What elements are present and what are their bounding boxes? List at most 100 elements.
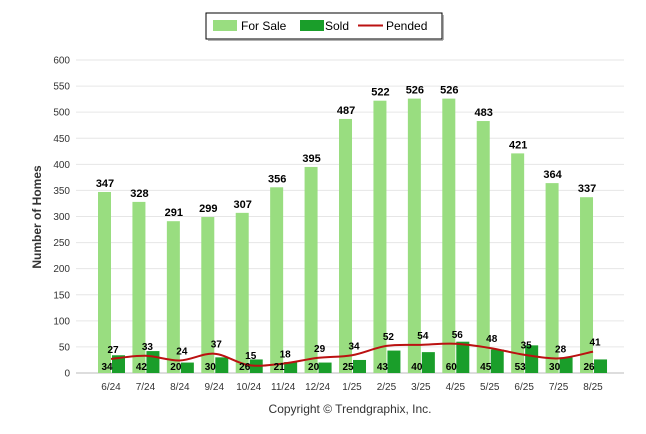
label-for-sale: 356 xyxy=(268,173,286,185)
x-tick-label: 8/25 xyxy=(583,382,603,393)
bar-sold xyxy=(387,350,401,373)
bars xyxy=(98,98,608,373)
bar-for-sale xyxy=(511,153,525,373)
bar-for-sale xyxy=(166,221,180,373)
label-for-sale: 328 xyxy=(130,188,148,200)
x-tick-label: 7/24 xyxy=(136,382,156,393)
bar-for-sale xyxy=(132,201,146,373)
label-for-sale: 395 xyxy=(302,153,320,165)
label-for-sale: 522 xyxy=(371,87,389,99)
label-sold: 26 xyxy=(583,362,595,373)
label-pended: 56 xyxy=(452,330,464,341)
y-tick-label: 400 xyxy=(53,160,70,171)
bar-for-sale xyxy=(373,100,387,373)
label-pended: 18 xyxy=(280,350,292,361)
x-tick-label: 7/25 xyxy=(549,382,569,393)
y-tick-label: 600 xyxy=(53,56,70,67)
bar-for-sale xyxy=(339,118,353,373)
legend-label-sold: Sold xyxy=(325,19,349,33)
y-tick-label: 500 xyxy=(53,108,70,119)
x-tick-label: 10/24 xyxy=(236,382,261,393)
copyright-footer: Copyright © Trendgraphix, Inc. xyxy=(269,402,432,416)
label-for-sale: 364 xyxy=(543,169,562,181)
x-tick-label: 3/25 xyxy=(411,382,431,393)
label-for-sale: 291 xyxy=(165,207,183,219)
x-tick-label: 5/25 xyxy=(480,382,500,393)
pended-line xyxy=(110,342,594,367)
legend-swatch-for-sale xyxy=(213,20,237,31)
x-tick-label: 8/24 xyxy=(170,382,190,393)
label-sold: 40 xyxy=(411,362,423,373)
y-tick-label: 50 xyxy=(59,342,71,353)
label-sold: 20 xyxy=(308,362,320,373)
label-pended: 27 xyxy=(107,345,119,356)
label-pended: 28 xyxy=(555,344,567,355)
label-sold: 26 xyxy=(239,362,251,373)
x-tick-label: 2/25 xyxy=(377,382,397,393)
bar-sold xyxy=(318,362,332,373)
y-tick-label: 300 xyxy=(53,212,70,223)
y-tick-label: 200 xyxy=(53,264,70,275)
y-tick-label: 250 xyxy=(53,238,70,249)
legend-box xyxy=(205,12,443,40)
bar-sold xyxy=(215,357,229,373)
label-pended: 37 xyxy=(211,340,223,351)
x-axis-ticks: 6/24 7/24 8/24 9/24 10/24 11/24 12/24 1/25 2/25 3… xyxy=(101,382,603,393)
label-sold: 53 xyxy=(515,362,527,373)
label-sold: 34 xyxy=(101,362,113,373)
y-tick-label: 0 xyxy=(64,369,70,380)
bar-for-sale xyxy=(98,191,111,373)
x-tick-label: 1/25 xyxy=(342,382,362,393)
label-for-sale: 526 xyxy=(406,85,424,97)
bar-sold xyxy=(180,362,194,373)
bar-sold xyxy=(456,341,470,373)
y-tick-label: 350 xyxy=(53,186,70,197)
y-axis-label: Number of Homes xyxy=(30,165,44,269)
bar-for-sale xyxy=(270,187,284,373)
label-for-sale: 483 xyxy=(475,107,493,119)
bar-sold xyxy=(490,349,504,373)
label-sold: 30 xyxy=(205,362,217,373)
bar-for-sale xyxy=(201,217,215,373)
bar-sold xyxy=(525,345,539,373)
bar-for-sale xyxy=(545,183,559,373)
bar-sold xyxy=(559,357,573,373)
bar-sold xyxy=(112,355,125,373)
label-for-sale: 487 xyxy=(337,105,355,117)
bar-sold xyxy=(146,351,160,373)
x-tick-label: 9/24 xyxy=(205,382,225,393)
legend-label-for-sale: For Sale xyxy=(241,19,287,33)
bar-for-sale xyxy=(407,98,421,373)
bar-sold xyxy=(594,359,608,373)
label-sold: 20 xyxy=(170,362,182,373)
label-sold: 30 xyxy=(549,362,561,373)
label-sold: 60 xyxy=(446,362,458,373)
x-tick-label: 6/25 xyxy=(514,382,534,393)
label-pended: 34 xyxy=(348,341,360,352)
x-tick-label: 6/24 xyxy=(101,382,121,393)
bar-for-sale xyxy=(235,212,249,373)
label-for-sale: 347 xyxy=(96,178,114,190)
x-tick-label: 4/25 xyxy=(446,382,466,393)
label-pended: 15 xyxy=(245,351,257,362)
label-sold: 42 xyxy=(136,362,148,373)
y-tick-label: 450 xyxy=(53,134,70,145)
x-tick-label: 12/24 xyxy=(305,382,330,393)
bar-for-sale xyxy=(442,98,456,373)
y-tick-label: 100 xyxy=(53,316,70,327)
label-pended: 52 xyxy=(383,332,395,343)
label-pended: 41 xyxy=(589,338,601,349)
label-for-sale: 421 xyxy=(509,139,527,151)
bar-for-sale xyxy=(580,197,594,373)
legend-label-pended: Pended xyxy=(386,19,427,33)
bar-sold xyxy=(353,359,367,373)
label-sold: 43 xyxy=(377,362,389,373)
label-for-sale: 307 xyxy=(234,199,252,211)
label-sold: 21 xyxy=(274,362,286,373)
y-axis-ticks: 0 50 100 150 200 250 300 350 400 450 500 550 600 xyxy=(53,56,70,380)
label-pended: 35 xyxy=(521,341,533,352)
legend-swatch-sold xyxy=(300,20,324,31)
label-for-sale: 526 xyxy=(440,85,458,97)
